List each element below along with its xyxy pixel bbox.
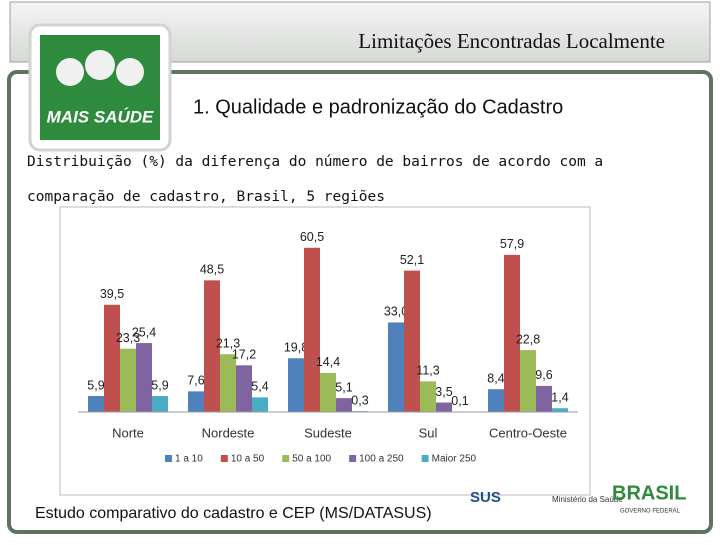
bar <box>320 373 336 412</box>
bar <box>388 322 404 412</box>
bar <box>88 396 104 412</box>
footer-logo: SUS <box>470 489 501 506</box>
legend-swatch <box>349 455 356 462</box>
bar <box>136 343 152 412</box>
legend-swatch <box>282 455 289 462</box>
x-tick-label: Sudeste <box>304 425 352 440</box>
value-label: 5,9 <box>87 378 104 392</box>
legend-label: 10 a 50 <box>231 454 265 465</box>
value-label: 0,1 <box>451 394 468 408</box>
value-label: 5,9 <box>151 378 168 392</box>
footer-logo: BRASIL <box>612 482 686 504</box>
bar <box>220 354 236 412</box>
bar <box>288 358 304 412</box>
logo-figure <box>56 58 84 86</box>
value-label: 5,1 <box>335 380 352 394</box>
value-label: 3,5 <box>435 385 452 399</box>
bar <box>552 408 568 412</box>
source: Estudo comparativo do cadastro e CEP (MS… <box>35 505 432 522</box>
legend-swatch <box>165 455 172 462</box>
legend-swatch <box>221 455 228 462</box>
bar <box>536 386 552 412</box>
value-label: 9,6 <box>535 368 552 382</box>
bar <box>520 350 536 412</box>
value-label: 60,5 <box>300 230 324 244</box>
bar <box>252 397 268 412</box>
bar <box>304 248 320 412</box>
logo-text: MAIS SAÚDE <box>47 107 154 126</box>
slide-title: Limitações Encontradas Localmente <box>358 29 665 53</box>
x-tick-label: Sul <box>419 425 438 440</box>
description: Distribuição (%) da diferença do número … <box>27 154 603 170</box>
value-label: 7,6 <box>187 374 204 388</box>
value-label: 52,1 <box>400 253 424 267</box>
bar <box>404 271 420 412</box>
value-label: 1,4 <box>551 390 568 404</box>
legend-label: 1 a 10 <box>175 454 203 465</box>
bar <box>104 305 120 412</box>
value-label: 25,4 <box>132 325 156 339</box>
value-label: 5,4 <box>251 380 268 394</box>
value-label: 17,2 <box>232 348 256 362</box>
bar <box>120 349 136 412</box>
legend-swatch <box>422 455 429 462</box>
bar <box>488 389 504 412</box>
bar <box>152 396 168 412</box>
legend-label: Maior 250 <box>432 454 477 465</box>
description: comparação de cadastro, Brasil, 5 regiõe… <box>27 189 385 205</box>
value-label: 14,4 <box>316 355 340 369</box>
x-tick-label: Nordeste <box>202 425 255 440</box>
value-label: 0,3 <box>351 393 368 407</box>
value-label: 48,5 <box>200 263 224 277</box>
value-label: 8,4 <box>487 371 504 385</box>
legend-label: 50 a 100 <box>292 454 331 465</box>
bar <box>336 398 352 412</box>
bar <box>436 403 452 413</box>
slide-subtitle: 1. Qualidade e padronização do Cadastro <box>193 96 563 118</box>
value-label: 11,3 <box>416 364 439 378</box>
logo-figure <box>116 58 144 86</box>
value-label: 39,5 <box>100 287 124 301</box>
value-label: 57,9 <box>500 237 524 251</box>
logo-figure <box>85 50 115 80</box>
value-label: 22,8 <box>516 332 540 346</box>
x-tick-label: Norte <box>112 425 144 440</box>
bar <box>420 381 436 412</box>
bar <box>188 391 204 412</box>
x-tick-label: Centro-Oeste <box>489 425 567 440</box>
legend-label: 100 a 250 <box>359 454 404 465</box>
footer-logo: GOVERNO FEDERAL <box>620 509 681 515</box>
bar <box>236 365 252 412</box>
